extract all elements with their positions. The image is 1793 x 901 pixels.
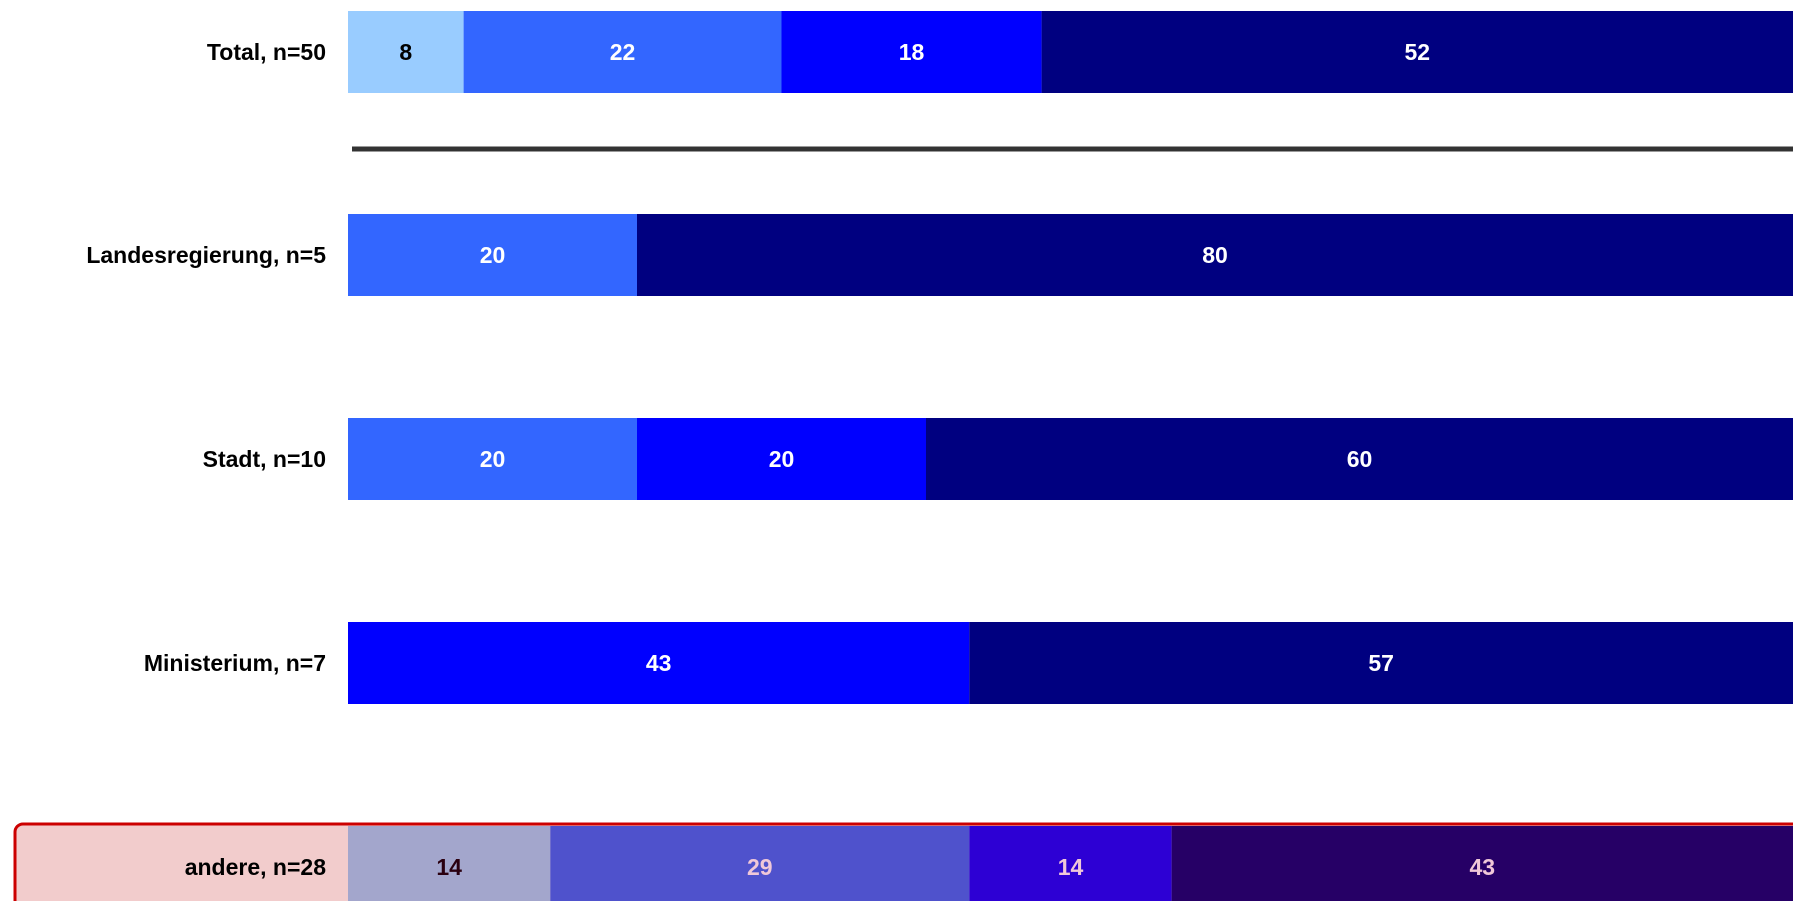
bar-segment [348, 826, 551, 901]
row-label: andere, n=28 [185, 854, 326, 880]
bar-segment [348, 418, 637, 500]
bar-segment [969, 826, 1172, 901]
segment-value-label: 20 [480, 242, 506, 268]
bar-segment [781, 11, 1042, 93]
segment-value-label: 60 [1347, 446, 1373, 472]
bar-segment [348, 11, 464, 93]
bar-segment [463, 11, 782, 93]
segment-value-label: 20 [480, 446, 506, 472]
segment-value-label: 29 [747, 854, 773, 880]
bar-segment [1041, 11, 1793, 93]
row-label: Landesregierung, n=5 [86, 242, 326, 268]
row-label: Total, n=50 [207, 39, 326, 65]
row-label: Ministerium, n=7 [144, 650, 326, 676]
segment-value-label: 43 [1470, 854, 1496, 880]
bar-segment [969, 622, 1793, 704]
segment-value-label: 20 [769, 446, 795, 472]
bars-layer: 8 22 18 52 20 80 20 20 60 43 57 14 29 14 43 [348, 11, 1793, 901]
bar-segment [637, 214, 1793, 296]
segment-value-label: 8 [399, 39, 412, 65]
segment-value-label: 57 [1368, 650, 1394, 676]
row-labels: Total, n=50 Landesregierung, n=5 Stadt, n=… [86, 39, 326, 880]
bar-segment [637, 418, 926, 500]
segment-value-label: 80 [1202, 242, 1228, 268]
bar-segment [926, 418, 1793, 500]
bar-segment [550, 826, 970, 901]
segment-value-label: 22 [610, 39, 636, 65]
row-label: Stadt, n=10 [203, 446, 326, 472]
segment-value-label: 18 [899, 39, 925, 65]
bar-segment [348, 622, 970, 704]
segment-value-label: 14 [436, 854, 462, 880]
segment-value-label: 52 [1405, 39, 1431, 65]
segment-value-label: 43 [646, 650, 672, 676]
bar-segment [348, 214, 637, 296]
bar-segment [1171, 826, 1793, 901]
segment-value-label: 14 [1058, 854, 1084, 880]
